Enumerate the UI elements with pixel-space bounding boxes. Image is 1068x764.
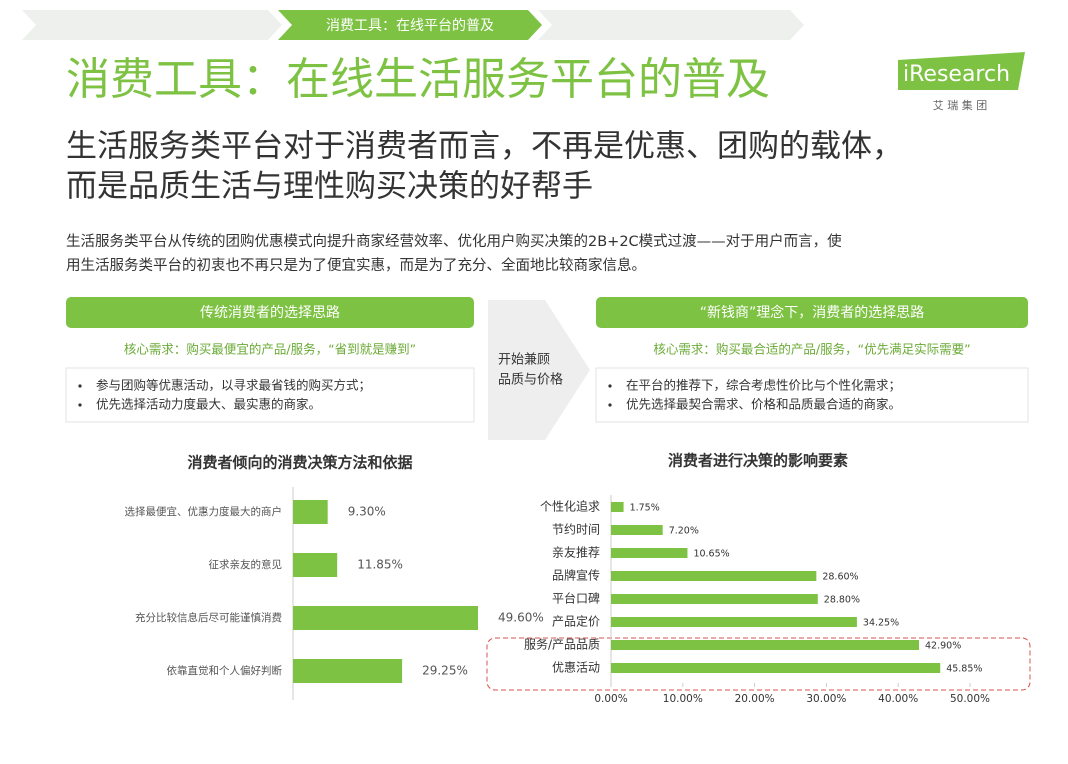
y-tick-label: 征求亲友的意见 — [209, 558, 283, 571]
bullet: 参与团购等优惠活动，以寻求最省钱的购买方式； — [96, 378, 371, 393]
y-tick-label: 节约时间 — [552, 522, 600, 537]
logo-sub: 艾 瑞 集 团 — [933, 98, 988, 112]
value-label: 49.60% — [498, 611, 544, 625]
panel-need: 核心需求：购买最便宜的产品/服务，“省到就是赚到” — [124, 342, 416, 357]
arrow-text: 开始兼顾 — [498, 353, 550, 368]
panel-header — [66, 297, 474, 328]
x-tick-label: 30.00% — [806, 693, 846, 705]
bar — [611, 617, 857, 627]
chart-title: 消费者进行决策的影响要素 — [668, 452, 848, 470]
subtitle: 生活服务类平台对于消费者而言，不再是优惠、团购的载体， — [66, 129, 903, 165]
bar — [293, 500, 328, 524]
chart-title: 消费者倾向的消费决策方法和依据 — [187, 454, 412, 472]
bullet-dot — [78, 403, 82, 407]
arrow — [488, 300, 590, 440]
panel-box — [595, 367, 1029, 423]
value-label: 10.65% — [693, 549, 729, 560]
panel-title: “新钱商”理念下，消费者的选择思路 — [700, 304, 925, 321]
bar — [611, 571, 817, 581]
bar — [611, 502, 624, 512]
bar — [293, 659, 403, 683]
breadcrumb-step — [538, 10, 804, 40]
title: 消费工具：在线生活服务平台的普及 — [66, 54, 770, 105]
x-tick-label: 40.00% — [878, 693, 918, 705]
bar — [293, 606, 478, 630]
x-tick-label: 10.00% — [663, 693, 703, 705]
panel-title: 传统消费者的选择思路 — [200, 305, 340, 321]
bullet-dot — [608, 384, 612, 388]
breadcrumb-step — [278, 10, 542, 40]
y-tick-label: 产品定价 — [552, 614, 600, 629]
value-label: 9.30% — [348, 505, 386, 519]
y-tick-label: 充分比较信息后尽可能谨慎消费 — [135, 611, 282, 624]
bar — [611, 663, 941, 673]
x-tick-label: 50.00% — [950, 693, 990, 705]
bullet-dot — [608, 403, 612, 407]
value-label: 42.90% — [925, 641, 961, 652]
panel-header — [596, 297, 1028, 328]
y-tick-label: 亲友推荐 — [552, 546, 600, 560]
bar — [293, 553, 338, 577]
logo-brand: iResearch — [903, 62, 1010, 87]
value-label: 7.20% — [669, 526, 699, 537]
bar — [611, 525, 663, 535]
y-tick-label: 平台口碑 — [552, 591, 600, 606]
bullet: 优先选择最契合需求、价格和品质最合适的商家。 — [626, 397, 901, 412]
x-tick-label: 0.00% — [594, 693, 627, 705]
value-label: 1.75% — [630, 503, 660, 514]
intro: 用生活服务类平台的初衷也不再只是为了便宜实惠，而是为了充分、全面地比较商家信息。 — [66, 256, 646, 274]
value-label: 28.80% — [824, 595, 860, 606]
value-label: 11.85% — [357, 558, 403, 572]
value-label: 28.60% — [822, 572, 858, 583]
panel-need: 核心需求：购买最合适的产品/服务，“优先满足实际需要” — [653, 342, 970, 357]
value-label: 34.25% — [863, 618, 899, 629]
y-tick-label: 品牌宣传 — [552, 568, 600, 583]
panel-box — [65, 367, 475, 423]
bullet: 在平台的推荐下，综合考虑性价比与个性化需求； — [626, 378, 901, 393]
bullet: 优先选择活动力度最大、最实惠的商家。 — [96, 397, 321, 412]
value-label: 45.85% — [946, 664, 982, 675]
breadcrumb: 消费工具：在线平台的普及 — [326, 18, 494, 34]
intro: 生活服务类平台从传统的团购优惠模式向提升商家经营效率、优化用户购买决策的2B+2… — [66, 233, 842, 250]
bar — [611, 594, 818, 604]
y-tick-label: 优惠活动 — [552, 661, 600, 675]
arrow-text: 品质与价格 — [498, 372, 563, 388]
y-tick-label: 个性化追求 — [540, 499, 600, 514]
y-tick-label: 依靠直觉和个人偏好判断 — [167, 664, 283, 677]
highlight-box — [486, 637, 1031, 691]
y-tick-label: 服务/产品品质 — [524, 637, 600, 652]
bullet-dot — [78, 384, 82, 388]
value-label: 29.25% — [422, 664, 468, 678]
y-tick-label: 选择最便宜、优惠力度最大的商户 — [125, 505, 283, 518]
x-tick-label: 20.00% — [735, 693, 775, 705]
bar — [611, 548, 688, 558]
subtitle: 而是品质生活与理性购买决策的好帮手 — [66, 169, 593, 205]
bar — [611, 640, 920, 650]
breadcrumb-step — [22, 10, 282, 40]
logo-bg — [898, 52, 1025, 90]
